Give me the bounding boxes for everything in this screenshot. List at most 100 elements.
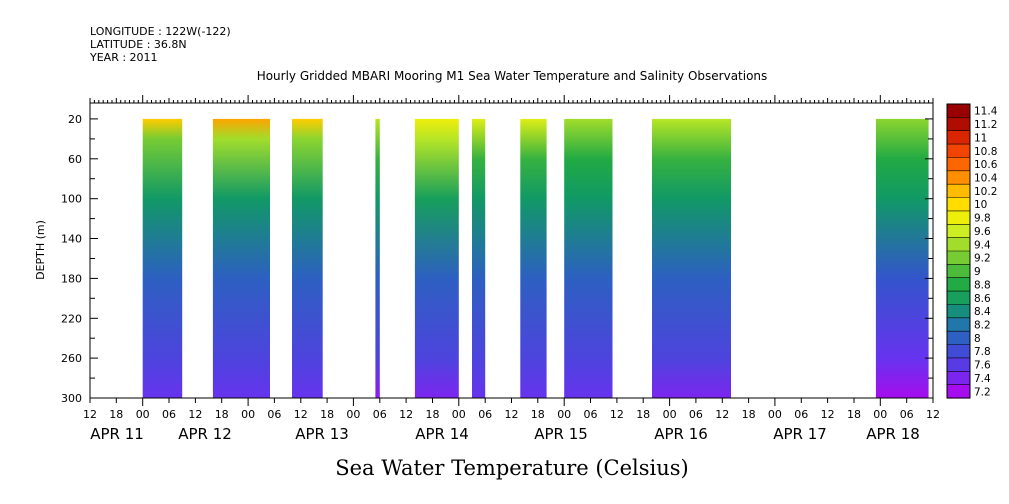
x-hour-label: 06	[267, 408, 281, 421]
colorbar-swatch	[947, 317, 970, 332]
x-hour-label: 06	[794, 408, 808, 421]
x-hour-label: 18	[742, 408, 756, 421]
x-hour-label: 12	[926, 408, 940, 421]
y-axis-title: DEPTH (m)	[34, 220, 47, 280]
colorbar-tick-label: 10	[974, 199, 987, 211]
data-segment	[375, 118, 380, 399]
colorbar-tick-label: 9.6	[974, 226, 991, 238]
x-hour-label: 00	[241, 408, 255, 421]
x-hour-label: 12	[188, 408, 202, 421]
colorbar-swatch	[947, 170, 970, 185]
x-hour-label: 00	[663, 408, 677, 421]
colorbar-swatch	[947, 237, 970, 252]
colorbar-swatch	[947, 264, 970, 279]
y-tick-label: 260	[61, 352, 82, 365]
colorbar-tick-label: 8.8	[974, 279, 991, 291]
x-hour-label: 18	[847, 408, 861, 421]
colorbar-swatch	[947, 357, 970, 372]
x-date-label: APR 12	[178, 425, 232, 443]
colorbar-tick-label: 11	[974, 132, 987, 144]
colorbar-tick-label: 8.4	[974, 306, 991, 318]
x-axis-ticks	[89, 95, 934, 406]
colorbar-swatch	[947, 144, 970, 159]
x-hour-label: 06	[162, 408, 176, 421]
x-date-label: APR 18	[866, 425, 920, 443]
x-date-label: APR 13	[295, 425, 349, 443]
colorbar-tick-label: 10.2	[974, 186, 997, 198]
x-hour-label: 12	[83, 408, 97, 421]
x-hour-label: 06	[584, 408, 598, 421]
colorbar-swatch	[947, 304, 970, 319]
x-hour-label: 12	[505, 408, 519, 421]
y-tick-label: 180	[61, 272, 82, 285]
colorbar-swatch	[947, 224, 970, 239]
y-axis-ticks	[90, 118, 933, 399]
colorbar-swatch	[947, 371, 970, 386]
colorbar-swatch	[947, 344, 970, 359]
x-hour-label: 00	[136, 408, 150, 421]
x-hour-label: 00	[452, 408, 466, 421]
x-hour-label: 18	[320, 408, 334, 421]
x-hour-label: 12	[715, 408, 729, 421]
colorbar-title: Sea Water Temperature (Celsius)	[335, 456, 689, 480]
data-segment	[212, 118, 270, 399]
colorbar-swatch	[947, 130, 970, 145]
x-hour-label: 06	[373, 408, 387, 421]
colorbar-tick-label: 8.2	[974, 320, 991, 332]
x-hour-label: 00	[557, 408, 571, 421]
colorbar-tick-label: 10.6	[974, 159, 998, 171]
colorbar-tick-label: 7.6	[974, 360, 991, 372]
x-hour-label: 18	[109, 408, 123, 421]
x-hour-label: 12	[821, 408, 835, 421]
data-segment	[472, 118, 486, 399]
year-label: YEAR : 2011	[89, 51, 158, 64]
colorbar-tick-label: 11.2	[974, 119, 997, 131]
x-hour-label: 18	[531, 408, 545, 421]
x-date-label: APR 17	[773, 425, 827, 443]
x-hour-label: 06	[689, 408, 703, 421]
longitude-label: LONGITUDE : 122W(-122)	[90, 25, 231, 38]
data-segment	[875, 118, 929, 399]
x-hour-label: 00	[873, 408, 887, 421]
colorbar-tick-label: 11.4	[974, 106, 998, 118]
colorbar-tick-label: 9.4	[974, 239, 991, 251]
x-axis-hour-labels: 12 18 00 06 12 18 00 06 12 18 00 06 12 18 00 06 12 18 00 06…	[83, 408, 940, 421]
x-hour-label: 00	[768, 408, 782, 421]
colorbar-swatch	[947, 157, 970, 172]
x-hour-label: 06	[900, 408, 914, 421]
colorbar-tick-label: 9	[974, 266, 981, 278]
colorbar-tick-label: 9.2	[974, 253, 991, 265]
data-segments	[142, 118, 929, 399]
colorbar: 11.411.211 10.810.6 10.410.210 9.89.69.4 9.2…	[946, 103, 998, 399]
y-tick-label: 140	[61, 233, 82, 246]
x-hour-label: 18	[426, 408, 440, 421]
data-segment	[652, 118, 731, 399]
y-tick-label: 60	[68, 153, 82, 166]
latitude-label: LATITUDE : 36.8N	[90, 38, 187, 51]
y-axis-labels: 20 60 100 140 180 220 260 300	[61, 113, 82, 405]
colorbar-tick-label: 7.2	[974, 386, 991, 398]
colorbar-tick-label: 7.4	[974, 373, 991, 385]
x-hour-label: 18	[215, 408, 229, 421]
colorbar-swatch	[947, 184, 970, 199]
colorbar-tick-label: 10.8	[974, 146, 997, 158]
colorbar-swatch	[947, 197, 970, 212]
y-tick-label: 220	[61, 312, 82, 325]
x-date-label: APR 15	[534, 425, 588, 443]
colorbar-swatch	[947, 117, 970, 132]
data-segment	[142, 118, 183, 399]
x-hour-label: 00	[346, 408, 360, 421]
x-date-label: APR 14	[415, 425, 469, 443]
x-date-label: APR 11	[90, 425, 144, 443]
colorbar-swatch	[947, 291, 970, 306]
colorbar-tick-label: 10.4	[974, 173, 998, 185]
x-date-label: APR 16	[654, 425, 708, 443]
colorbar-swatch	[947, 331, 970, 346]
x-hour-label: 18	[636, 408, 650, 421]
x-hour-label: 12	[399, 408, 413, 421]
colorbar-swatch	[947, 384, 970, 399]
x-axis-date-labels: APR 11 APR 12 APR 13 APR 14 APR 15 APR 16 APR …	[90, 425, 920, 443]
colorbar-swatch	[947, 210, 970, 225]
x-hour-label: 12	[610, 408, 624, 421]
